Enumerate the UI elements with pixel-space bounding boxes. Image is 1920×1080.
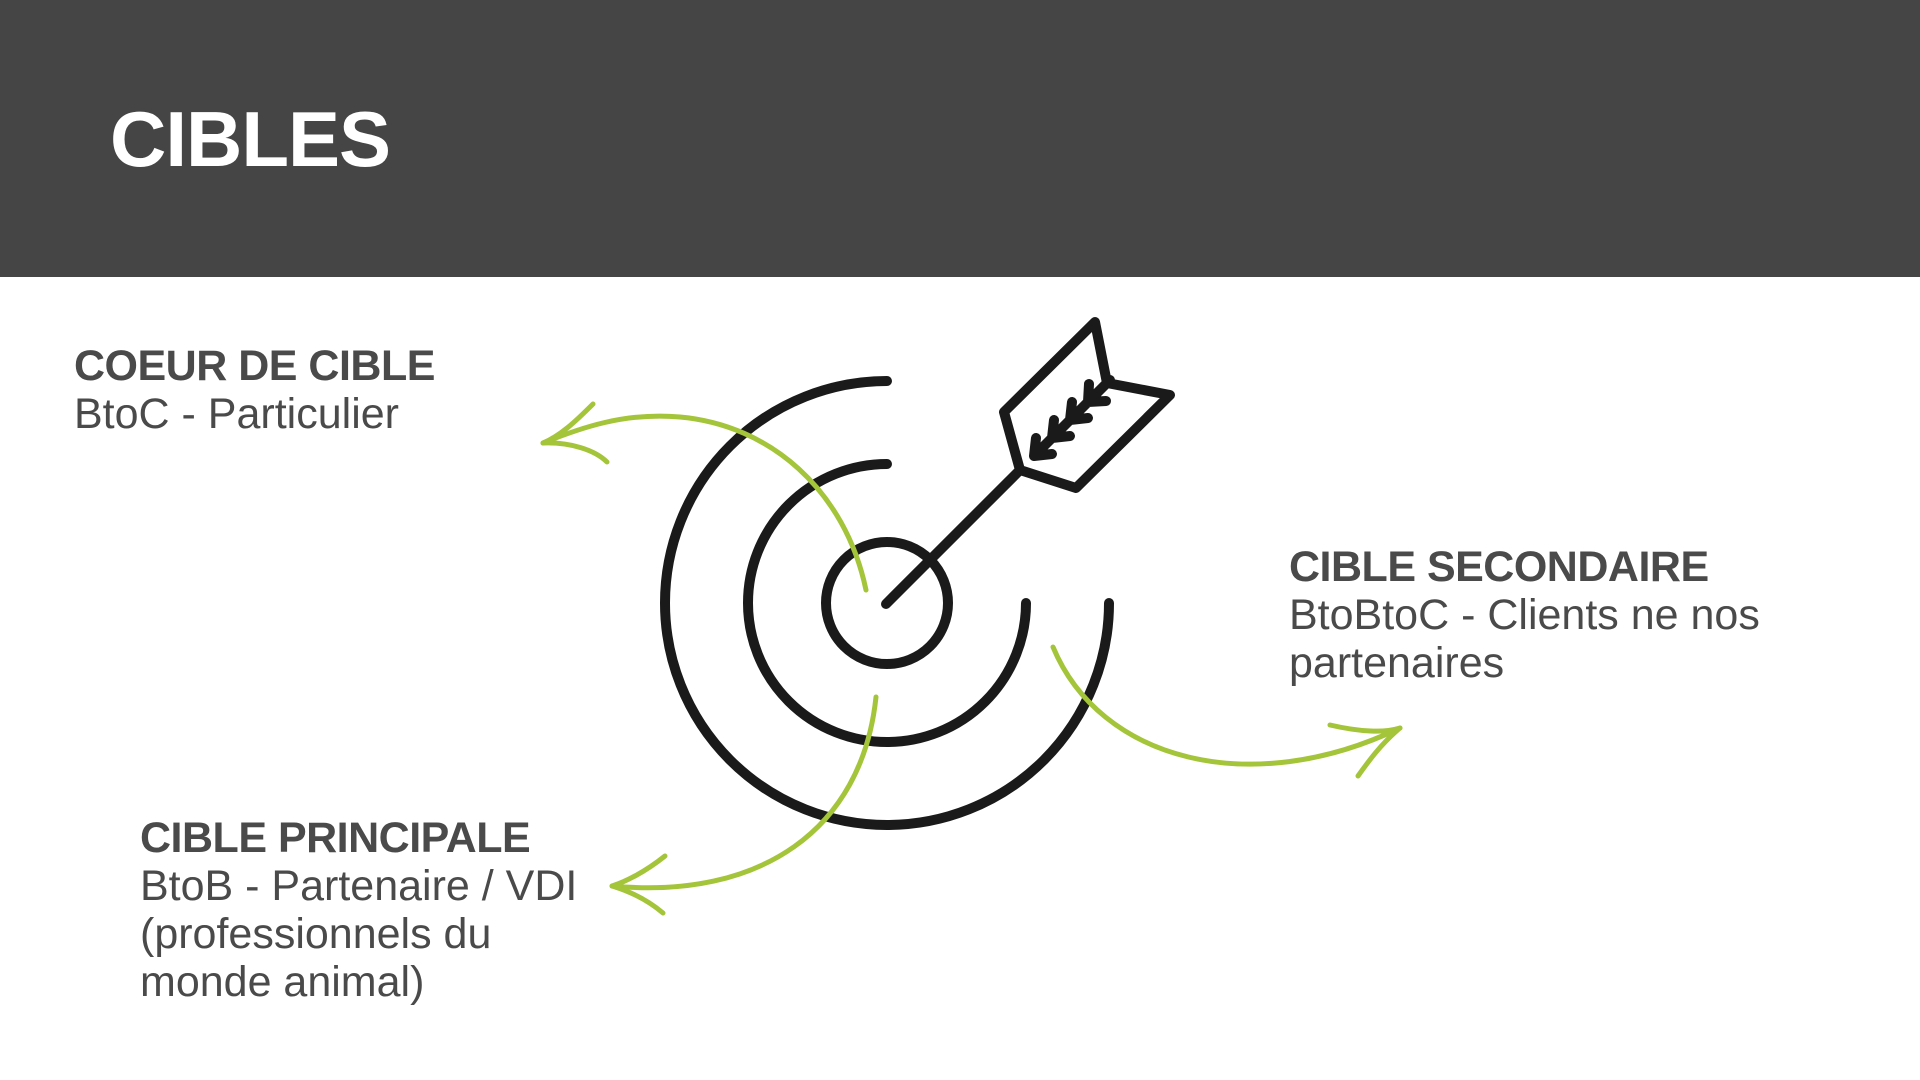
target-label-cible-secondaire: CIBLE SECONDAIRE BtoBtoC - Clients ne no… bbox=[1289, 543, 1889, 687]
arrow-to-cible-secondaire bbox=[1050, 644, 1403, 767]
header-bar: CIBLES bbox=[0, 0, 1920, 277]
target-description: BtoC - Particulier bbox=[74, 390, 399, 439]
target-label-coeur-de-cible: COEUR DE CIBLE BtoC - Particulier bbox=[74, 342, 514, 438]
target-heading: CIBLE SECONDAIRE bbox=[1289, 543, 1709, 591]
target-heading: COEUR DE CIBLE bbox=[74, 342, 435, 390]
target-description: BtoB - Partenaire / VDI (professionnels … bbox=[140, 862, 578, 1007]
arrow-to-cible-principale bbox=[609, 694, 879, 891]
arrow-head-secondaire bbox=[1327, 722, 1403, 779]
page-title: CIBLES bbox=[110, 95, 391, 183]
target-description: BtoBtoC - Clients ne nos partenaires bbox=[1289, 591, 1760, 688]
target-heading: CIBLE PRINCIPALE bbox=[140, 814, 531, 862]
target-bullseye bbox=[821, 537, 953, 669]
target-middle-ring bbox=[743, 459, 1031, 747]
arrow-to-coeur-de-cible bbox=[540, 413, 869, 593]
arrow-head-principale bbox=[609, 853, 668, 916]
target-label-cible-principale: CIBLE PRINCIPALE BtoB - Partenaire / VDI… bbox=[140, 814, 600, 1007]
target-with-arrow-icon bbox=[660, 317, 1175, 830]
arrow-shaft bbox=[881, 465, 1025, 609]
arrow-feather-ribs bbox=[1029, 375, 1115, 461]
arrow-head-coeur bbox=[540, 401, 610, 465]
target-outer-ring bbox=[660, 376, 1114, 830]
